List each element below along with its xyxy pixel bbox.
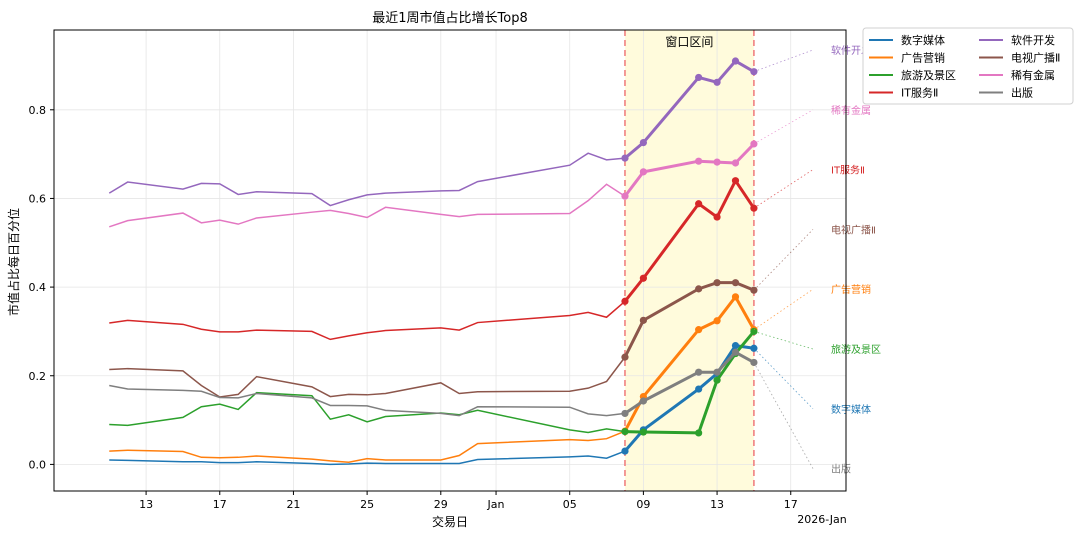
end-label-leader bbox=[753, 288, 814, 330]
data-point bbox=[713, 317, 721, 325]
plot-frame bbox=[53, 29, 847, 492]
x-axis-label: 交易日 bbox=[432, 514, 468, 529]
end-label-leader bbox=[753, 347, 814, 410]
data-point bbox=[621, 409, 629, 418]
data-point bbox=[621, 428, 629, 436]
data-point bbox=[695, 73, 703, 82]
x-tick-label: 13 bbox=[139, 498, 153, 511]
end-label: 广告营销 bbox=[831, 283, 871, 296]
window-label: 窗口区间 bbox=[665, 35, 713, 49]
legend-item: 软件开发 bbox=[1011, 33, 1055, 47]
y-tick-label: 0.4 bbox=[29, 281, 47, 294]
data-point bbox=[639, 397, 647, 405]
data-point bbox=[621, 297, 629, 305]
data-point bbox=[695, 285, 703, 293]
legend-item: 数字媒体 bbox=[901, 33, 945, 47]
series-line-软件开发 bbox=[108, 152, 626, 207]
data-point bbox=[731, 177, 740, 185]
end-label-leader bbox=[753, 229, 814, 291]
x-tick-label: 05 bbox=[563, 498, 577, 511]
series-line-电视广播Ⅱ bbox=[109, 356, 626, 398]
end-label: 旅游及景区 bbox=[831, 343, 881, 356]
data-point bbox=[621, 353, 629, 361]
x-tick-label: 13 bbox=[710, 498, 724, 511]
series-line-IT服务Ⅱ bbox=[109, 300, 626, 341]
data-point bbox=[713, 158, 721, 166]
series-line-出版 bbox=[109, 384, 626, 417]
data-point bbox=[639, 168, 647, 176]
data-point bbox=[639, 428, 647, 436]
data-point bbox=[713, 279, 721, 287]
end-label: 数字媒体 bbox=[831, 403, 871, 416]
data-point bbox=[713, 376, 721, 384]
end-label: 电视广播Ⅱ bbox=[831, 223, 876, 236]
series-line-数字媒体 bbox=[109, 450, 626, 466]
x-tick-label: 21 bbox=[286, 498, 300, 511]
data-point bbox=[713, 213, 721, 221]
data-point bbox=[639, 274, 647, 282]
legend-item: 出版 bbox=[1011, 86, 1033, 100]
x-tick-label: 17 bbox=[784, 498, 798, 511]
data-point bbox=[695, 429, 703, 437]
data-point bbox=[621, 192, 629, 200]
data-point bbox=[639, 138, 647, 147]
series-line-window-稀有金属 bbox=[623, 142, 755, 198]
legend-box bbox=[862, 27, 1074, 105]
x-tick-label: 17 bbox=[213, 498, 227, 511]
end-label: 稀有金属 bbox=[831, 104, 871, 117]
data-point bbox=[695, 326, 703, 334]
data-point bbox=[731, 57, 740, 65]
x-offset-label: 2026-Jan bbox=[797, 513, 847, 526]
x-tick-label: 29 bbox=[434, 498, 448, 511]
series-line-稀有金属 bbox=[109, 183, 626, 228]
data-point bbox=[731, 342, 740, 350]
end-label-leader bbox=[753, 109, 814, 145]
end-label-leader bbox=[753, 49, 814, 73]
legend-item: 旅游及景区 bbox=[901, 68, 956, 82]
x-tick-label: 09 bbox=[636, 498, 650, 511]
data-point bbox=[731, 348, 740, 356]
data-point bbox=[713, 78, 721, 86]
data-point bbox=[621, 154, 629, 162]
x-tick-label: 25 bbox=[360, 498, 374, 511]
end-label-leader bbox=[753, 331, 814, 350]
window-band bbox=[624, 30, 754, 491]
data-point bbox=[695, 368, 703, 376]
y-tick-label: 0.2 bbox=[29, 370, 47, 383]
data-point bbox=[731, 279, 740, 287]
series-line-window-IT服务Ⅱ bbox=[623, 179, 756, 303]
series-line-旅游及景区 bbox=[109, 391, 626, 434]
end-label-leader bbox=[753, 362, 814, 469]
y-axis-label: 市值占比每日百分位 bbox=[6, 208, 21, 316]
data-point bbox=[695, 200, 703, 208]
y-tick-label: 0.6 bbox=[29, 192, 47, 205]
data-point bbox=[695, 157, 703, 165]
data-point bbox=[621, 447, 629, 455]
data-point bbox=[731, 159, 740, 167]
y-tick-label: 0.8 bbox=[29, 104, 47, 117]
data-point bbox=[713, 368, 721, 376]
y-tick-label: 0.0 bbox=[29, 458, 47, 471]
end-label: 软件开发 bbox=[831, 44, 871, 57]
legend-item: 稀有金属 bbox=[1011, 68, 1055, 82]
data-point bbox=[731, 293, 740, 301]
legend-item: IT服务Ⅱ bbox=[901, 87, 938, 100]
data-point bbox=[695, 385, 703, 393]
series-line-广告营销 bbox=[109, 430, 626, 463]
chart-title: 最近1周市值占比增长Top8 bbox=[372, 10, 527, 26]
data-point bbox=[639, 316, 647, 324]
x-tick-label: Jan bbox=[487, 498, 505, 511]
legend-item: 电视广播Ⅱ bbox=[1011, 51, 1060, 65]
end-label: IT服务Ⅱ bbox=[831, 164, 865, 177]
end-label-leader bbox=[753, 169, 814, 209]
end-label: 出版 bbox=[831, 463, 851, 476]
legend-item: 广告营销 bbox=[901, 51, 945, 65]
